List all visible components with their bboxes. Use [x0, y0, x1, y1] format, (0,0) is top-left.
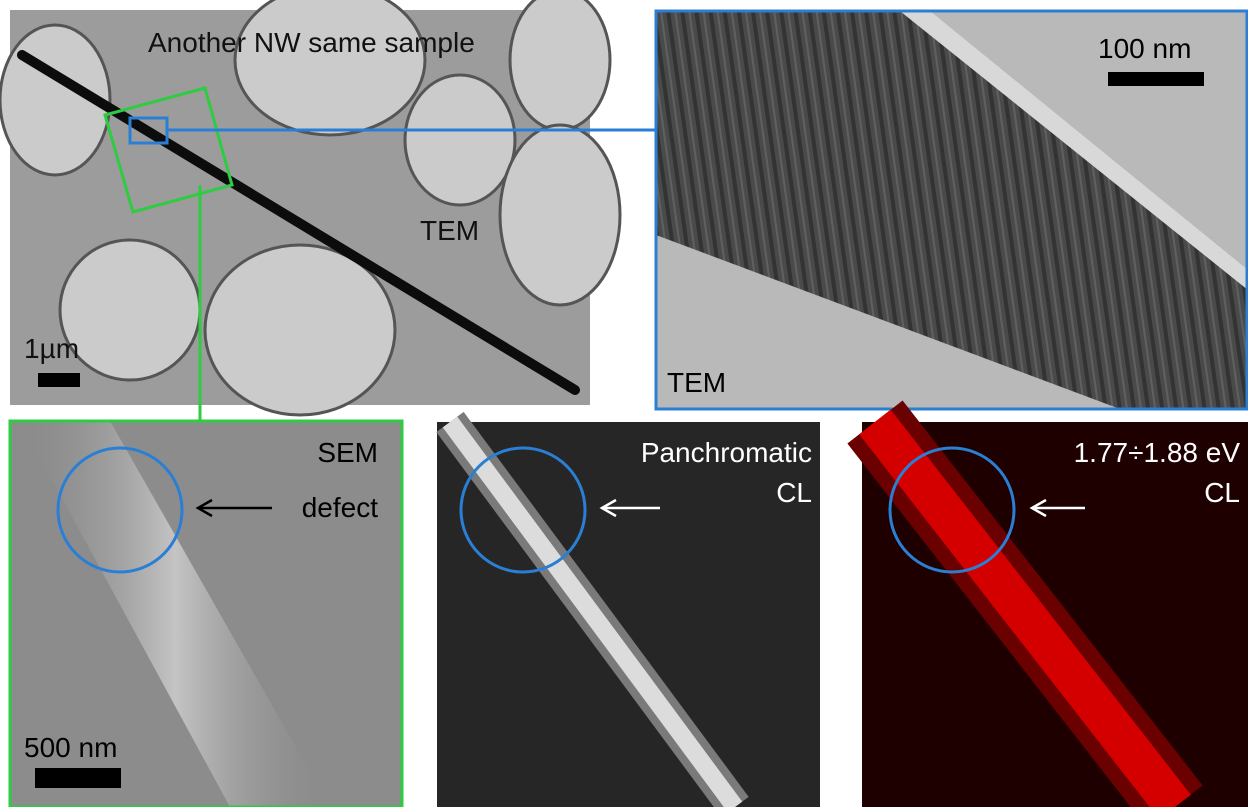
technique-label: TEM [420, 215, 479, 246]
panel-tem-zoom: 100 nm TEM [656, 11, 1248, 409]
scale-bar [38, 373, 80, 387]
figure: Another NW same sample TEM 1µm 100 nm TE… [0, 0, 1248, 807]
panel-title: CL [1204, 477, 1240, 508]
scale-label: 1µm [24, 333, 79, 364]
scale-label: 100 nm [1098, 33, 1191, 64]
panel-title: 1.77÷1.88 eV [1074, 437, 1241, 468]
panel-spectral-cl: 1.77÷1.88 eV CL [862, 422, 1248, 807]
hole [405, 75, 515, 205]
panel-tem-overview: Another NW same sample TEM 1µm [0, 0, 620, 415]
hole [205, 245, 395, 415]
hole [235, 0, 425, 135]
hole [60, 240, 200, 380]
hole [510, 0, 610, 130]
hole [500, 125, 620, 305]
panel-pan-cl: Panchromatic CL [437, 422, 820, 807]
scale-bar [35, 768, 121, 788]
panel-title: Panchromatic [641, 437, 812, 468]
technique-label: TEM [667, 367, 726, 398]
annotation: defect [302, 492, 378, 523]
panel-title: CL [776, 477, 812, 508]
scale-label: 500 nm [24, 732, 117, 763]
panel-title: Another NW same sample [148, 27, 475, 58]
scale-bar [1108, 72, 1204, 86]
technique-label: SEM [317, 437, 378, 468]
panel-sem: SEM defect 500 nm [10, 421, 402, 807]
